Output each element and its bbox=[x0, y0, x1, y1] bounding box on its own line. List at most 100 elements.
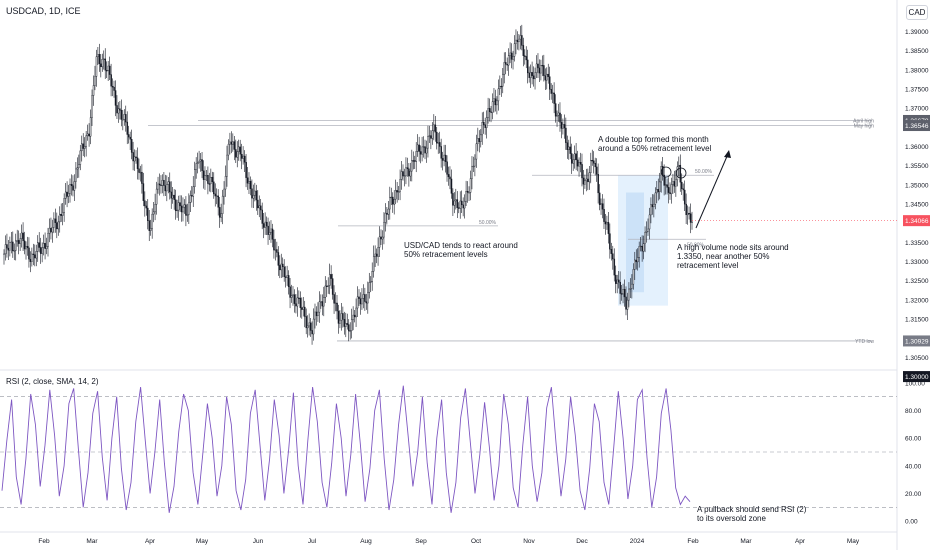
rsi-annotation: to its oversold zone bbox=[697, 514, 766, 523]
candle-body bbox=[88, 133, 90, 137]
candle-body bbox=[9, 242, 11, 251]
candle-body bbox=[279, 265, 281, 271]
candle-body bbox=[550, 89, 552, 94]
candle-body bbox=[682, 188, 684, 191]
candle-body bbox=[493, 98, 495, 102]
price-tick-label: 1.33500 bbox=[905, 240, 929, 247]
candle-body bbox=[355, 307, 357, 318]
candle-body bbox=[39, 247, 42, 254]
candle-body bbox=[588, 172, 591, 183]
candle-body bbox=[173, 194, 175, 200]
price-tick-label: 1.32500 bbox=[905, 278, 929, 285]
candle-body bbox=[362, 294, 365, 299]
candle-body bbox=[4, 244, 7, 255]
candle-body bbox=[443, 154, 445, 161]
candle-body bbox=[557, 112, 560, 116]
candle-body bbox=[679, 164, 682, 183]
candle-body bbox=[645, 231, 648, 233]
candle-body bbox=[323, 297, 325, 307]
candle-body bbox=[348, 324, 350, 332]
candle-body bbox=[53, 218, 55, 228]
candle-body bbox=[600, 203, 602, 205]
candle-body bbox=[179, 202, 181, 207]
candle-body bbox=[331, 278, 334, 295]
candle-body bbox=[260, 205, 262, 211]
candle-body bbox=[69, 183, 71, 194]
candle-body bbox=[438, 142, 441, 147]
rsi-tick-label: 20.00 bbox=[905, 491, 922, 498]
candle-body bbox=[185, 204, 187, 216]
candle-body bbox=[556, 115, 558, 117]
candle-body bbox=[298, 297, 300, 299]
candle-body bbox=[381, 236, 384, 240]
candle-body bbox=[246, 177, 249, 184]
price-tick-label: 1.30500 bbox=[905, 355, 929, 362]
price-tag: 1.30000 bbox=[903, 371, 930, 383]
candles bbox=[3, 24, 693, 345]
candle-body bbox=[144, 200, 146, 207]
currency-button[interactable]: CAD bbox=[906, 5, 928, 20]
candle-body bbox=[154, 204, 156, 213]
candle-body bbox=[47, 232, 49, 247]
candle-body bbox=[293, 294, 296, 304]
candle-body bbox=[248, 181, 250, 184]
candle-body bbox=[227, 143, 230, 156]
candle-body bbox=[478, 138, 481, 142]
candle-body bbox=[367, 291, 369, 304]
candle-body bbox=[296, 297, 299, 307]
candle-body bbox=[634, 259, 636, 270]
candle-body bbox=[340, 313, 343, 321]
projection-arrow bbox=[695, 153, 729, 229]
candle-body bbox=[320, 301, 322, 303]
candle-body bbox=[623, 289, 626, 298]
candle-body bbox=[31, 253, 33, 262]
candle-body bbox=[639, 245, 642, 248]
candle-body bbox=[625, 296, 627, 310]
candle-body bbox=[504, 62, 507, 65]
candle-body bbox=[6, 244, 8, 249]
candle-body bbox=[380, 236, 382, 240]
candle-body bbox=[57, 221, 60, 230]
candle-body bbox=[302, 306, 305, 310]
candle-body bbox=[29, 258, 32, 262]
price-tick-label: 1.34500 bbox=[905, 201, 929, 208]
candle-body bbox=[525, 56, 528, 61]
candle-body bbox=[683, 189, 686, 205]
candle-body bbox=[365, 301, 368, 304]
time-tick-label: Feb bbox=[687, 538, 699, 545]
candle-body bbox=[145, 205, 148, 209]
candle-body bbox=[521, 35, 523, 46]
candle-body bbox=[160, 184, 162, 187]
candle-body bbox=[311, 330, 313, 335]
candle-body bbox=[499, 85, 501, 90]
candle-body bbox=[315, 311, 318, 317]
candle-body bbox=[305, 316, 307, 329]
candle-body bbox=[114, 90, 117, 106]
candle-body bbox=[125, 114, 127, 123]
rsi-annotation: A pullback should send RSI (2) bbox=[697, 505, 807, 514]
candle-body bbox=[221, 195, 224, 214]
candle-body bbox=[490, 111, 492, 113]
double-top-circle bbox=[675, 167, 687, 179]
candle-body bbox=[7, 247, 10, 251]
candle-body bbox=[229, 141, 231, 145]
candle-body bbox=[3, 253, 5, 255]
candle-body bbox=[25, 246, 27, 250]
candle-body bbox=[94, 76, 96, 86]
candle-body bbox=[415, 151, 418, 162]
candle-body bbox=[61, 212, 64, 216]
candle-body bbox=[48, 227, 51, 234]
candle-body bbox=[616, 279, 618, 284]
candle-body bbox=[220, 213, 222, 218]
candle-body bbox=[276, 249, 278, 253]
candle-body bbox=[164, 185, 167, 192]
candle-body bbox=[26, 246, 29, 249]
candle-body bbox=[436, 131, 438, 144]
candle-body bbox=[233, 141, 236, 150]
candle-body bbox=[372, 256, 375, 272]
annotation-double-top: around a 50% retracement level bbox=[598, 144, 712, 153]
candle-body bbox=[23, 240, 26, 250]
candle-body bbox=[75, 168, 77, 182]
rsi-tick-label: 100.00 bbox=[905, 380, 925, 387]
